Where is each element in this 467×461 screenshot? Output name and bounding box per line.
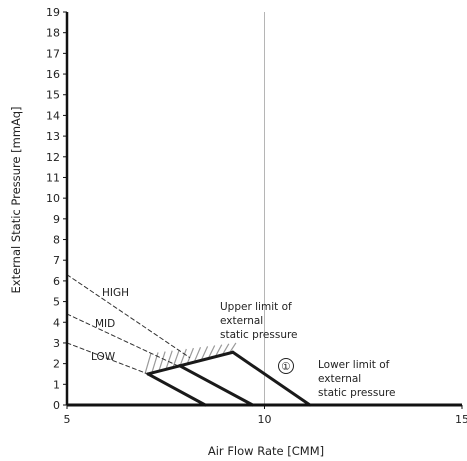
x-tick-label: 5	[64, 413, 71, 426]
hatch-mark	[201, 346, 209, 360]
x-tick-label: 15	[455, 413, 467, 426]
y-tick-label: 7	[53, 254, 60, 267]
hatch-mark	[186, 347, 194, 364]
hatch-mark	[172, 349, 180, 367]
series-line-0	[66, 274, 190, 358]
y-axis-label: External Static Pressure [mmAq]	[9, 106, 23, 293]
y-tick-label: 18	[46, 27, 60, 40]
y-tick-label: 0	[53, 399, 60, 412]
upper-limit-line-2: external	[220, 315, 263, 327]
y-tick-label: 4	[53, 316, 60, 329]
hatch-mark	[215, 344, 223, 357]
marker-circle	[278, 358, 294, 374]
annotation-high: HIGH	[102, 287, 129, 299]
annotation-mid: MID	[95, 318, 115, 330]
y-tick-label: 3	[53, 337, 60, 350]
lower-limit-line-3: static pressure	[318, 387, 396, 399]
hatch-mark	[229, 342, 237, 353]
y-tick-label: 17	[46, 47, 60, 60]
y-tick-label: 13	[46, 130, 60, 143]
series-line-7	[231, 350, 312, 407]
hatch-mark	[179, 348, 187, 366]
hatch-mark	[165, 350, 173, 369]
y-tick-label: 14	[46, 109, 60, 122]
lower-limit-line-2: external	[318, 373, 361, 385]
series-line-2	[66, 342, 149, 375]
hatch-mark	[222, 343, 230, 355]
y-tick-label: 11	[46, 171, 60, 184]
series-line-5	[146, 372, 207, 407]
series-line-6	[178, 364, 255, 407]
y-tick-label: 10	[46, 192, 60, 205]
series-line-1	[66, 313, 179, 367]
y-tick-label: 8	[53, 234, 60, 247]
y-tick-label: 6	[53, 275, 60, 288]
x-tick-label: 10	[258, 413, 272, 426]
annotation-lower-limit: Lower limit of external static pressure	[318, 359, 396, 399]
upper-limit-line-3: static pressure	[220, 329, 298, 341]
annotation-upper-limit: Upper limit of external static pressure	[220, 301, 298, 341]
y-tick-label: 9	[53, 213, 60, 226]
y-tick-label: 12	[46, 151, 60, 164]
annotation-low: LOW	[91, 351, 116, 363]
x-axis-label: Air Flow Rate [CMM]	[208, 444, 324, 458]
lower-limit-line-1: Lower limit of	[318, 359, 390, 371]
hatch-mark	[193, 347, 202, 362]
hatch-mark	[158, 351, 166, 371]
hatch-mark	[144, 353, 152, 375]
y-tick-label: 19	[46, 6, 60, 19]
upper-limit-line-1: Upper limit of	[220, 301, 292, 313]
y-tick-label: 2	[53, 358, 60, 371]
y-tick-label: 5	[53, 296, 60, 309]
series-line-3	[146, 350, 235, 376]
marker-number: ①	[281, 361, 290, 373]
y-tick-label: 15	[46, 89, 60, 102]
y-tick-label: 1	[53, 378, 60, 391]
hatch-mark	[151, 352, 159, 373]
hatch-mark	[208, 345, 216, 358]
y-tick-label: 16	[46, 68, 60, 81]
